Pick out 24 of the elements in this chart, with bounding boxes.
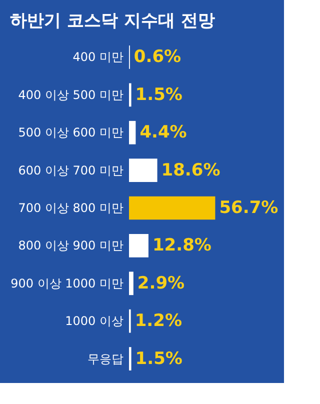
y-tick-label: 500 이상 600 미만: [18, 126, 124, 140]
bar: [129, 158, 158, 182]
y-tick-label: 400 미만: [72, 50, 124, 64]
bar: [129, 272, 134, 296]
data-label: 1.5%: [135, 348, 182, 369]
data-label: 4.4%: [140, 122, 187, 143]
y-tick-label: 1000 이상: [65, 314, 124, 328]
chart-title: 하반기 코스닥 지수대 전망: [10, 11, 215, 31]
y-tick-label: 800 이상 900 미만: [18, 238, 124, 253]
y-tick-label: 무응답: [88, 352, 124, 366]
data-label: 56.7%: [219, 198, 278, 218]
y-tick-label: 900 이상 1000 미만: [10, 276, 124, 290]
data-label: 0.6%: [134, 47, 182, 68]
y-tick-label: 700 이상 800 미만: [18, 201, 124, 215]
data-label: 1.5%: [135, 84, 182, 105]
bar: [129, 196, 216, 220]
data-label: 1.2%: [134, 311, 182, 332]
y-tick-label: 400 이상 500 미만: [18, 88, 124, 102]
bar: [129, 120, 136, 144]
data-label: 12.8%: [152, 236, 212, 256]
data-label: 2.9%: [137, 273, 185, 294]
bar: [129, 234, 148, 258]
data-label: 18.6%: [161, 160, 220, 180]
y-tick-label: 600 이상 700 미만: [18, 163, 124, 178]
